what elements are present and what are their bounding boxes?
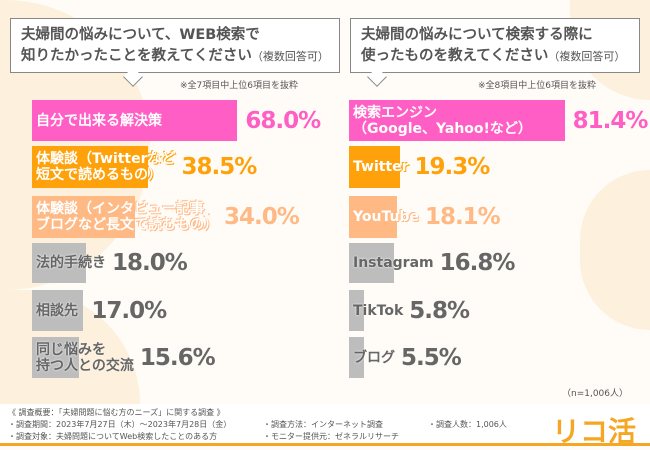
footer-count: ・調査人数：1,006人: [428, 420, 507, 429]
footer-provider: ・モニター提供元：ゼネラルリサーチ: [263, 432, 399, 441]
q2-line1: 夫婦間の悩みについて検索する際に: [361, 27, 593, 43]
value-label: 34.0%: [224, 204, 300, 230]
bar-label-line: ブログ: [353, 349, 395, 366]
bar: [32, 100, 238, 141]
bar: [349, 337, 364, 378]
footer-title: 《 調査概要：「夫婦問題に悩む方のニーズ」に関する調査 》: [8, 408, 225, 417]
value-label: 19.3%: [414, 154, 491, 180]
value-label: 5.5%: [401, 344, 462, 371]
sample-size: （n=1,006人）: [561, 389, 628, 399]
bar-label-line: ブログなど長文で読むもの）: [36, 217, 218, 233]
value-label: 81.4%: [572, 107, 649, 134]
bg-blob: [580, 170, 650, 330]
bar-label: ブログ: [349, 350, 395, 366]
bar-label-line: 同じ悩みを: [36, 341, 106, 358]
bar-label-line: 自分で出来る解決策: [36, 112, 162, 129]
bar-label: TikTok: [349, 303, 403, 319]
logo: リコ活: [551, 415, 636, 448]
value-label: 15.6%: [139, 344, 216, 371]
bar-row: 体験談（インタビュー記事、 ブログなど長文で読むもの） 34.0%: [32, 196, 300, 238]
value-label: 68.0%: [245, 107, 321, 134]
q1-note: ※全7項目中上位6項目を抜粋: [180, 81, 298, 91]
q1-line1: 夫婦間の悩みについて、WEB検索で: [21, 27, 260, 43]
bar-label: Twitter: [349, 159, 409, 175]
bar-row: Twitter 19.3%: [349, 146, 491, 188]
bar-label-line: TikTok: [353, 302, 404, 319]
bar: [349, 146, 401, 188]
footer-method: ・調査方法：インターネット調査: [263, 420, 383, 429]
bar-label-line: YouTube: [353, 209, 419, 225]
bar: [349, 100, 565, 141]
bar-label-line: Instagram: [353, 255, 434, 271]
q1-line2: 知りたかったことを教えてください: [21, 48, 252, 64]
bar-row: 検索エンジン （Google、Yahoo!など） 81.4%: [349, 100, 649, 141]
bar-row: YouTube 18.1%: [349, 196, 501, 238]
bar-label-line: 持つ人との交流: [36, 357, 134, 374]
value-label: 5.8%: [409, 297, 470, 324]
bar-label: 体験談（インタビュー記事、 ブログなど長文で読むもの）: [32, 201, 218, 233]
bar: [32, 196, 135, 238]
bar-row: Instagram 16.8%: [349, 243, 516, 283]
value-label: 38.5%: [181, 154, 258, 180]
question-1-box: 夫婦間の悩みについて、WEB検索で 知りたかったことを教えてください（複数回答可…: [10, 18, 340, 73]
survey-footer: 《 調査概要：「夫婦問題に悩む方のニーズ」に関する調査 》 ・調査期間：2023…: [0, 404, 650, 446]
bar-label-line: 検索エンジン: [353, 104, 437, 121]
q2-line2: 使ったものを教えてください: [361, 48, 549, 64]
bar-label-line: 法的手続き: [36, 255, 106, 271]
bar-label-line: 体験談（Twitterなど: [36, 151, 176, 167]
bar-label: 法的手続き: [32, 255, 106, 271]
bar-label: 同じ悩みを 持つ人との交流: [32, 342, 134, 374]
bar: [32, 290, 84, 331]
bar-label: 相談先: [32, 303, 78, 319]
bar-label: 検索エンジン （Google、Yahoo!など）: [349, 105, 532, 137]
bar: [32, 146, 149, 188]
bar-row: 同じ悩みを 持つ人との交流 15.6%: [32, 337, 216, 378]
footer-target: ・調査対象：夫婦問題についてWeb検索したことのある方: [8, 432, 218, 441]
bar-label: 体験談（Twitterなど 短文で読めるもの）: [32, 151, 176, 183]
bar-row: 相談先 17.0%: [32, 290, 167, 331]
q1-sub: （複数回答可）: [251, 50, 329, 63]
bar-label: YouTube: [349, 209, 419, 225]
bar: [32, 243, 87, 283]
bar-row: 体験談（Twitterなど 短文で読めるもの） 38.5%: [32, 146, 258, 188]
bar-label-line: 短文で読めるもの）: [36, 167, 162, 183]
bar: [349, 290, 365, 331]
bar-row: ブログ 5.5%: [349, 337, 462, 378]
value-label: 16.8%: [439, 250, 516, 276]
bar: [349, 243, 394, 283]
q2-note: ※全8項目中上位6項目を抜粋: [478, 81, 596, 91]
bar-label-line: （Google、Yahoo!など）: [353, 120, 532, 137]
bar-label: Instagram: [349, 255, 434, 271]
bar: [349, 196, 397, 238]
q2-sub: （複数回答可）: [548, 50, 626, 63]
bar-row: TikTok 5.8%: [349, 290, 470, 331]
bar-row: 法的手続き 18.0%: [32, 243, 188, 283]
bar-row: 自分で出来る解決策 68.0%: [32, 100, 321, 141]
bar: [32, 337, 80, 378]
value-label: 18.1%: [424, 204, 501, 230]
bar-label-line: 相談先: [36, 302, 78, 319]
value-label: 18.0%: [112, 250, 188, 276]
footer-period: ・調査期間：2023年7月27日（木）～2023年7月28日（金）: [8, 420, 232, 429]
question-2-box: 夫婦間の悩みについて検索する際に 使ったものを教えてください（複数回答可）: [350, 18, 640, 73]
bar-label-line: 体験談（インタビュー記事、: [36, 201, 218, 217]
value-label: 17.0%: [91, 297, 167, 324]
bar-label-line: Twitter: [353, 159, 409, 175]
bar-label: 自分で出来る解決策: [32, 113, 162, 129]
